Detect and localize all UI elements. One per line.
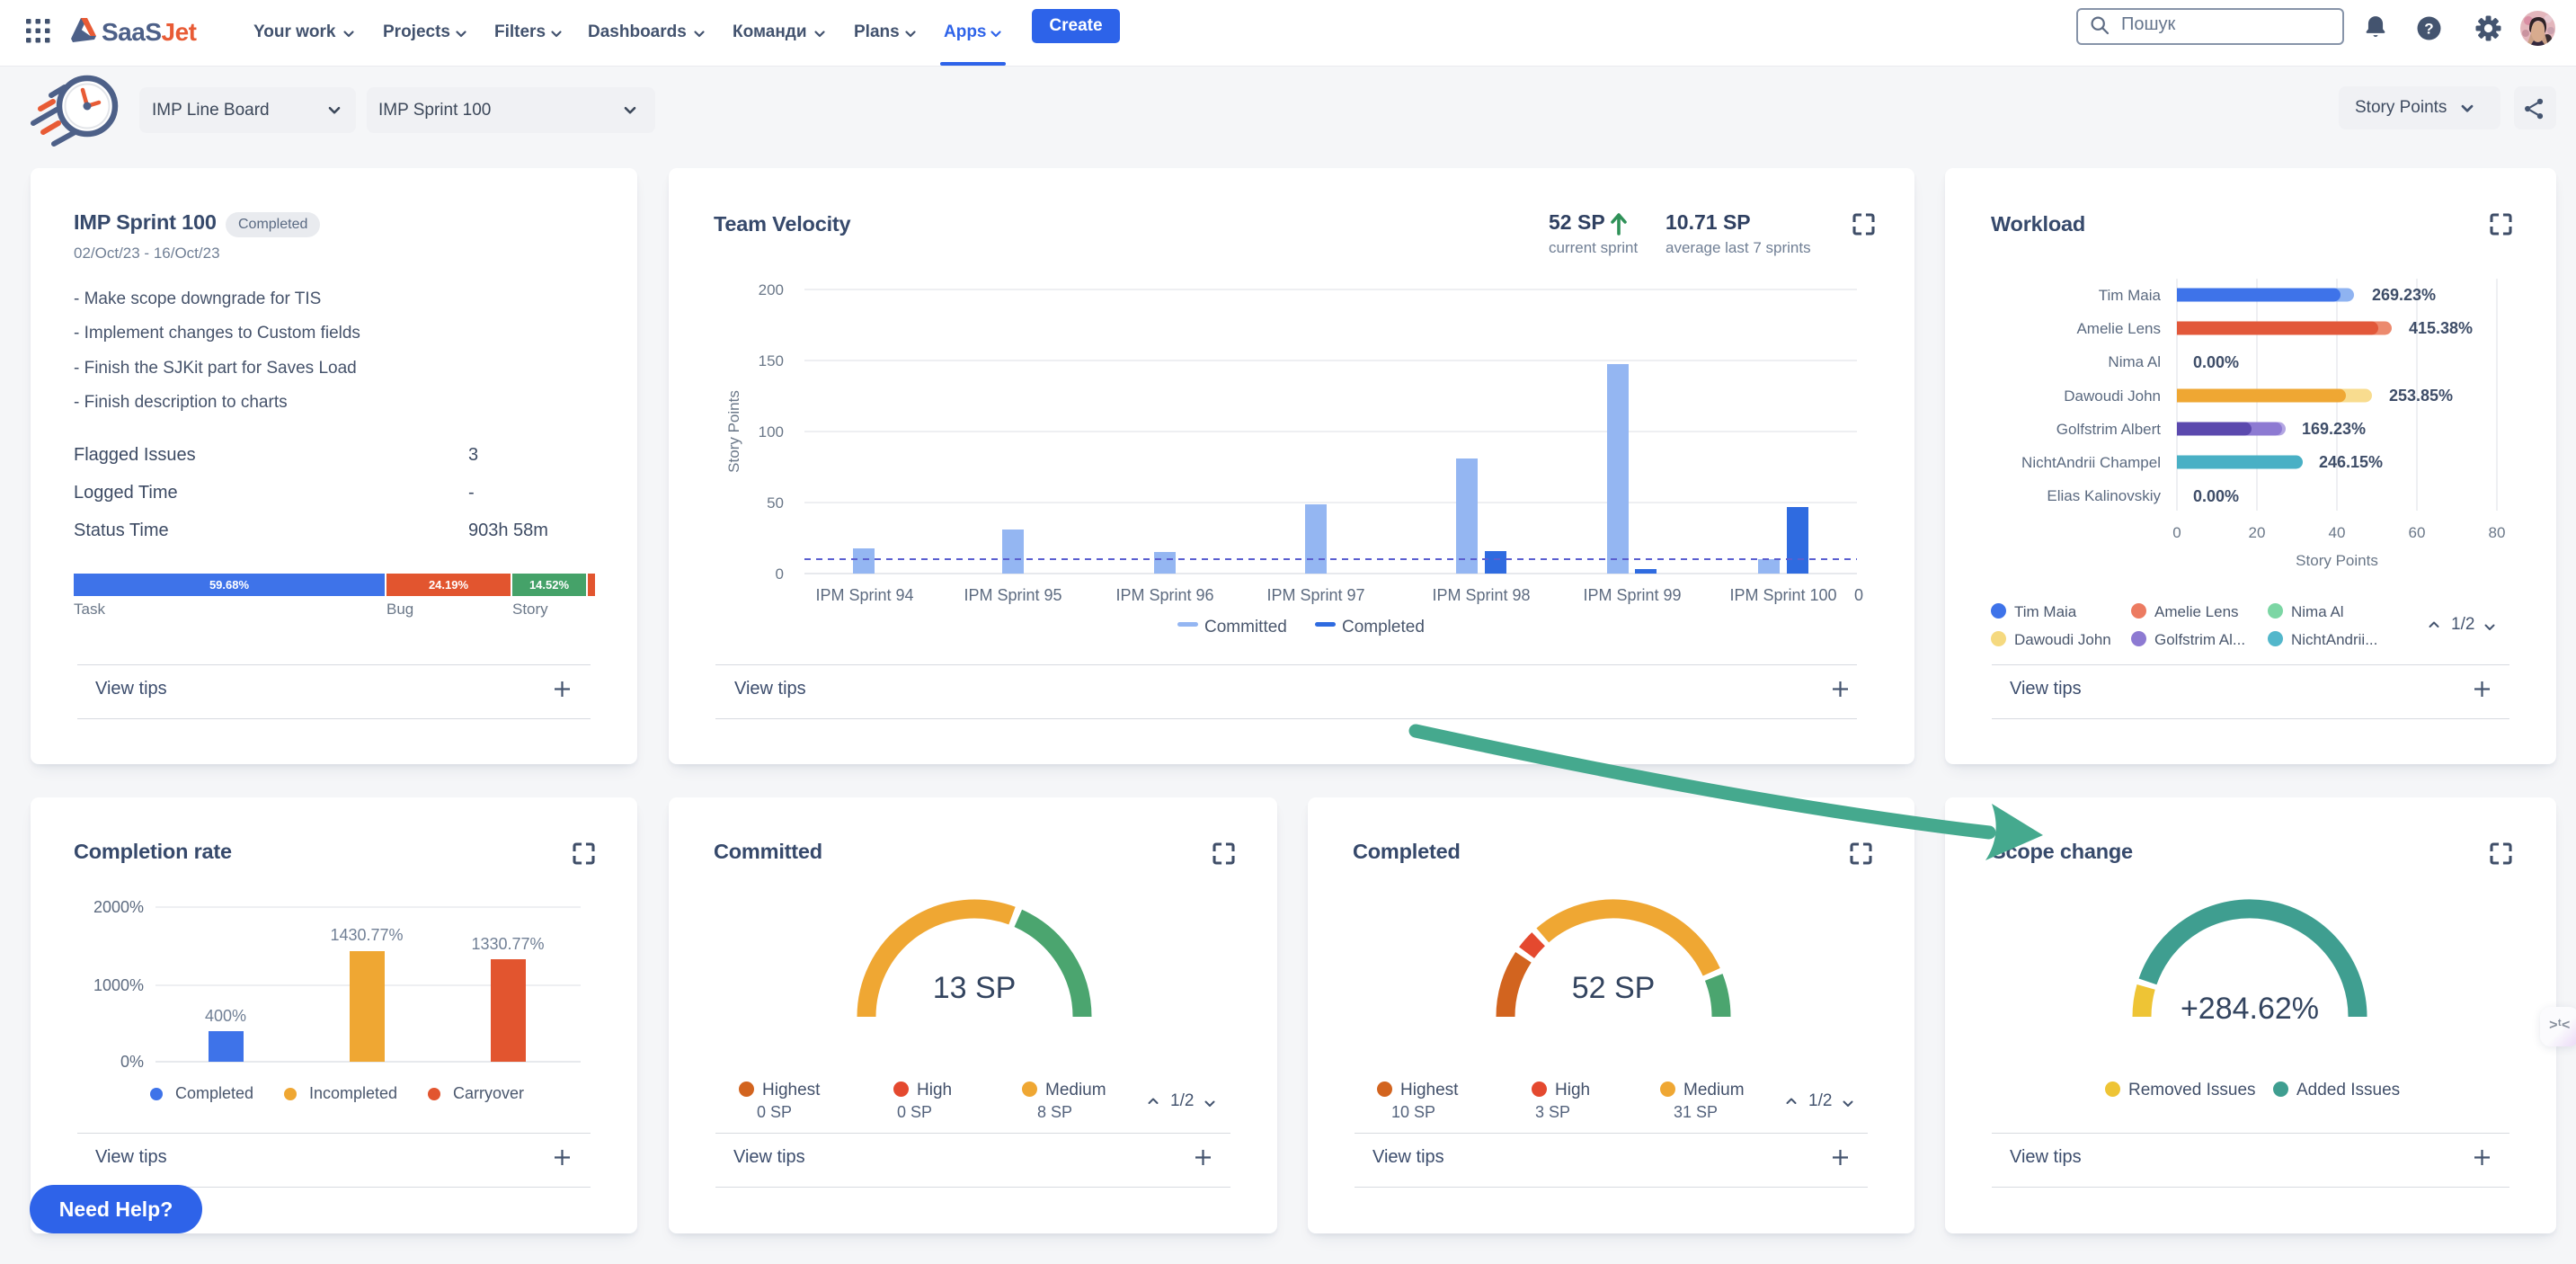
svg-text:?: ? — [2424, 21, 2433, 38]
svg-text:415.38%: 415.38% — [2409, 319, 2473, 337]
svg-text:Story Points: Story Points — [725, 390, 742, 473]
svg-text:60: 60 — [2409, 524, 2426, 541]
svg-text:1430.77%: 1430.77% — [330, 926, 403, 944]
svg-text:400%: 400% — [205, 1007, 246, 1025]
svg-text:2000%: 2000% — [93, 898, 144, 916]
svg-text:253.85%: 253.85% — [2389, 387, 2453, 405]
svg-text:20: 20 — [2249, 524, 2266, 541]
svg-text:0: 0 — [776, 565, 784, 583]
svg-text:Dawoudi John: Dawoudi John — [2064, 387, 2161, 405]
svg-text:0.00%: 0.00% — [2193, 487, 2239, 505]
svg-text:246.15%: 246.15% — [2319, 453, 2383, 471]
svg-text:80: 80 — [2489, 524, 2506, 541]
svg-text:0: 0 — [2172, 524, 2181, 541]
svg-text:Completed: Completed — [1342, 618, 1425, 636]
svg-text:100: 100 — [759, 423, 784, 441]
svg-text:0: 0 — [1854, 586, 1863, 604]
svg-text:200: 200 — [759, 281, 784, 298]
svg-text:Nima Al: Nima Al — [2108, 353, 2161, 370]
svg-text:Tim Maia: Tim Maia — [2099, 287, 2162, 304]
svg-text:IPM Sprint 100: IPM Sprint 100 — [1729, 586, 1836, 604]
svg-text:0%: 0% — [120, 1053, 144, 1071]
svg-text:1000%: 1000% — [93, 976, 144, 994]
svg-text:1330.77%: 1330.77% — [471, 935, 544, 953]
svg-text:150: 150 — [759, 352, 784, 369]
svg-text:269.23%: 269.23% — [2372, 286, 2436, 304]
svg-text:IPM Sprint 94: IPM Sprint 94 — [815, 586, 913, 604]
svg-text:IPM Sprint 99: IPM Sprint 99 — [1583, 586, 1681, 604]
svg-text:Story Points: Story Points — [2296, 552, 2378, 569]
svg-text:IPM Sprint 96: IPM Sprint 96 — [1115, 586, 1213, 604]
svg-text:50: 50 — [767, 494, 784, 512]
svg-text:Elias Kalinovskiy: Elias Kalinovskiy — [2047, 487, 2161, 504]
svg-text:Committed: Committed — [1204, 618, 1287, 636]
svg-text:IPM Sprint 98: IPM Sprint 98 — [1432, 586, 1530, 604]
svg-text:Golfstrim Albert: Golfstrim Albert — [2056, 421, 2161, 438]
svg-text:NichtAndrii Champel: NichtAndrii Champel — [2021, 454, 2161, 471]
svg-text:IPM Sprint 95: IPM Sprint 95 — [964, 586, 1061, 604]
svg-text:0.00%: 0.00% — [2193, 353, 2239, 371]
svg-text:IPM Sprint 97: IPM Sprint 97 — [1266, 586, 1364, 604]
svg-text:Amelie Lens: Amelie Lens — [2076, 320, 2161, 337]
svg-text:40: 40 — [2329, 524, 2346, 541]
svg-text:169.23%: 169.23% — [2302, 420, 2366, 438]
